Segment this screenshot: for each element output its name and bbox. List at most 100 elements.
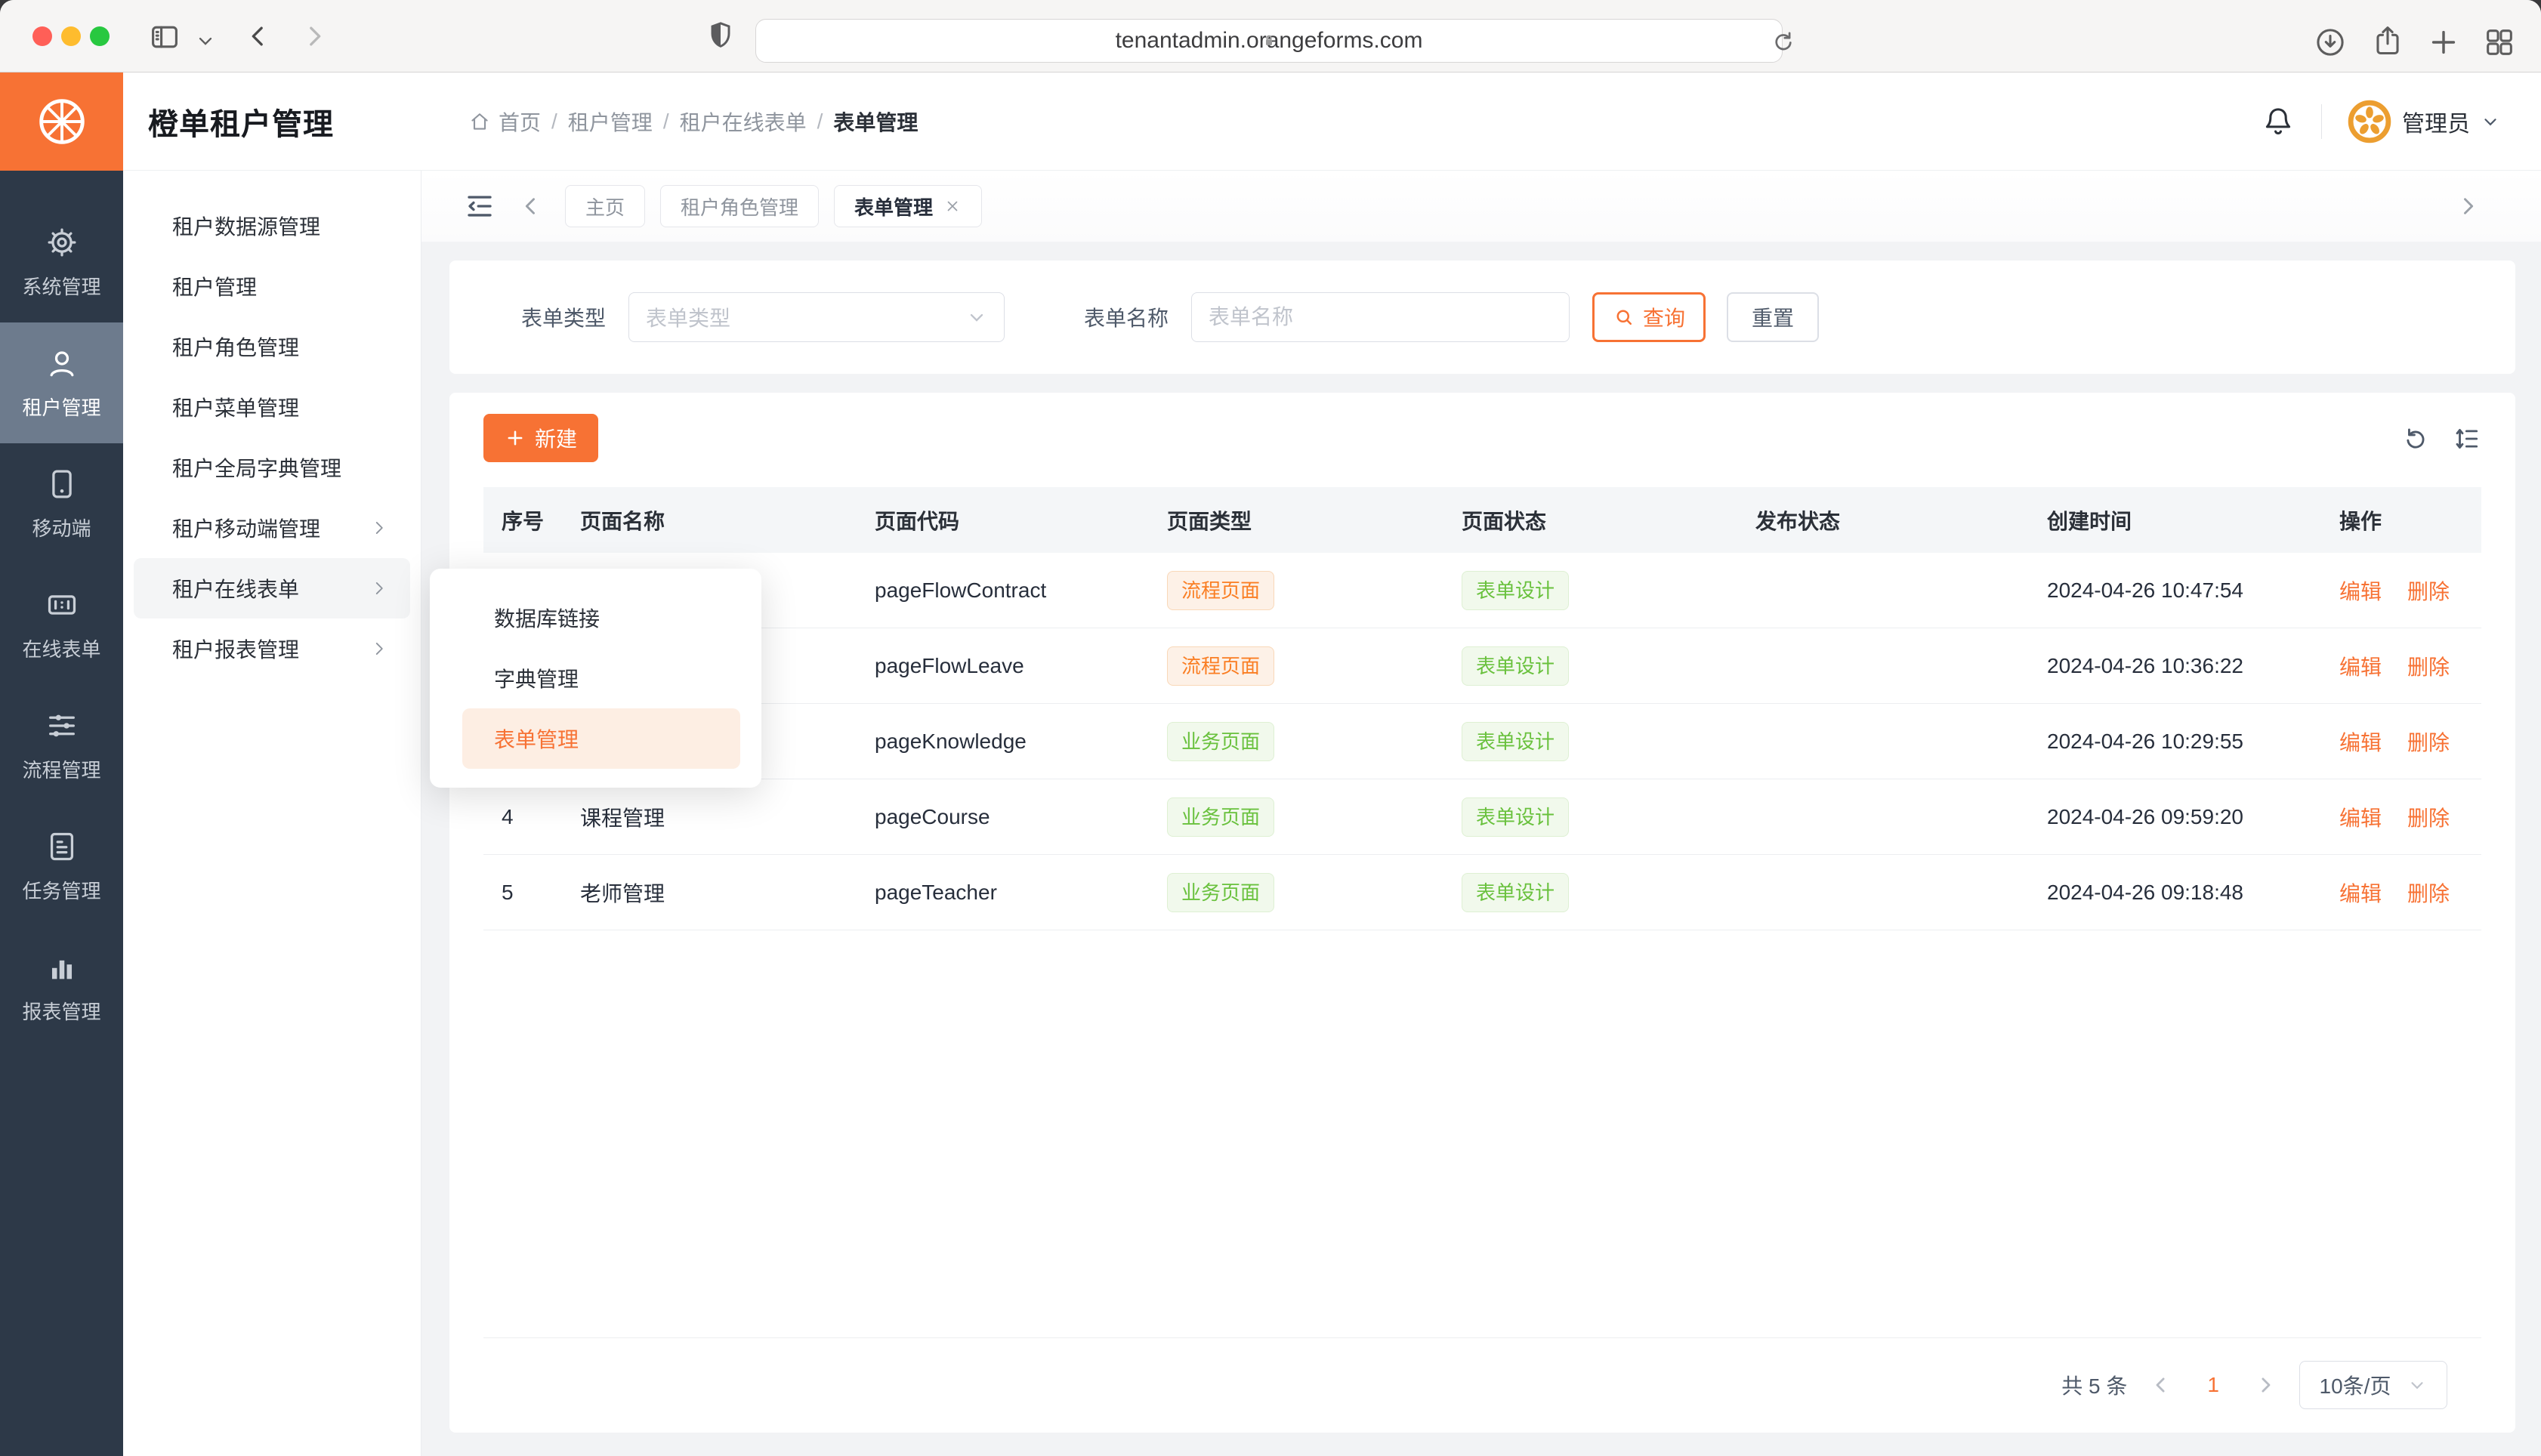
- tab-item[interactable]: 租户角色管理: [660, 185, 820, 227]
- cell-operations: 编辑 删除: [2339, 651, 2481, 681]
- cell-page-name: 老师管理: [580, 881, 665, 905]
- submenu-item[interactable]: 租户菜单管理: [134, 377, 410, 437]
- cell-publish-state: [1755, 730, 2047, 754]
- column-header: 操作: [2339, 509, 2382, 533]
- tab-item[interactable]: 主页: [565, 185, 646, 227]
- page-state-tag: 表单设计: [1462, 797, 1570, 837]
- sidebar-item-label: 报表管理: [22, 1000, 101, 1023]
- breadcrumb-separator: /: [662, 110, 669, 133]
- prev-page-icon[interactable]: [2150, 1374, 2172, 1396]
- breadcrumb-item[interactable]: 表单管理: [833, 111, 919, 134]
- delete-link[interactable]: 删除: [2407, 730, 2450, 754]
- cell-serial: 4: [502, 804, 514, 828]
- address-bar[interactable]: tenantadmin.orangeforms.com: [755, 19, 1792, 63]
- sidebar-item-task[interactable]: 任务管理: [0, 806, 123, 927]
- submenu-item[interactable]: 租户在线表单: [134, 558, 410, 618]
- secondary-sidebar: 租户数据源管理租户管理租户角色管理租户菜单管理 租户全局字典管理 租户移动端管理 租户…: [123, 171, 421, 1456]
- delete-link[interactable]: 删除: [2407, 579, 2450, 603]
- table-panel: 新建 序号 页面名称 页面代码 页面类型 页面状态 发布状态 创建时间 操作 pageFlow…: [449, 393, 2515, 1433]
- next-page-icon[interactable]: [2254, 1374, 2277, 1396]
- cell-page-type: 业务页面: [1167, 721, 1462, 761]
- cell-page-type: 流程页面: [1167, 570, 1462, 610]
- sidebar-item-sliders[interactable]: 流程管理: [0, 685, 123, 806]
- table-row: pageFlowContract 流程页面 表单设计 2024-04-26 10:47…: [483, 553, 2481, 628]
- sidebar-item-chart[interactable]: 报表管理: [0, 927, 123, 1047]
- cell-page-type: 流程页面: [1167, 646, 1462, 686]
- submenu-item-label: 租户角色管理: [172, 336, 300, 359]
- sidebar-item-user[interactable]: 租户管理: [0, 322, 123, 443]
- cell-page-type: 业务页面: [1167, 872, 1462, 912]
- browser-toolbar: tenantadmin.orangeforms.com: [0, 0, 2541, 72]
- user-menu[interactable]: 管理员: [2348, 100, 2500, 143]
- table-row: 5 老师管理 pageTeacher 业务页面 表单设计 2024-04-26 09:18…: [483, 855, 2481, 930]
- app-header: 橙单租户管理 首页 / 租户管理 / 租户在线表单 / 表单管理 管理员: [0, 72, 2541, 171]
- close-tab-icon[interactable]: [943, 197, 962, 215]
- flyout-item[interactable]: 字典管理: [462, 648, 740, 708]
- tab-active[interactable]: 表单管理: [834, 185, 983, 227]
- cell-publish-state: [1755, 654, 2047, 678]
- delete-link[interactable]: 删除: [2407, 655, 2450, 679]
- edit-link[interactable]: 编辑: [2339, 806, 2382, 830]
- task-icon: [45, 829, 79, 864]
- submenu-item[interactable]: 租户全局字典管理: [134, 437, 410, 498]
- submenu-item[interactable]: 租户管理: [134, 256, 410, 316]
- row-density-icon[interactable]: [2453, 424, 2481, 453]
- new-button[interactable]: 新建: [483, 414, 599, 462]
- minimize-window-button[interactable]: [61, 26, 81, 46]
- tabs-scroll-right-icon[interactable]: [2455, 193, 2481, 219]
- submenu-item[interactable]: 租户数据源管理: [134, 196, 410, 256]
- cell-page-state: 表单设计: [1462, 797, 1755, 837]
- lock-icon: [1266, 35, 1272, 45]
- app-logo[interactable]: [0, 72, 123, 171]
- reset-button[interactable]: 重置: [1727, 292, 1820, 342]
- notification-bell-icon[interactable]: [2261, 104, 2296, 139]
- tabs-scroll-left-icon[interactable]: [518, 193, 544, 219]
- close-window-button[interactable]: [32, 26, 52, 46]
- column-header: 页面代码: [875, 509, 960, 533]
- cell-page-state: 表单设计: [1462, 570, 1755, 610]
- submenu-item[interactable]: 租户移动端管理: [134, 498, 410, 558]
- form-type-select[interactable]: 表单类型: [628, 292, 1005, 342]
- chevron-right-icon: [369, 518, 389, 538]
- tab-bar: 主页 租户角色管理 表单管理: [421, 171, 2541, 242]
- cell-serial: 5: [502, 880, 514, 904]
- current-page[interactable]: 1: [2207, 1373, 2219, 1396]
- sidebar-item-gear[interactable]: 系统管理: [0, 202, 123, 322]
- submenu-item-label: 租户管理: [172, 276, 258, 299]
- cell-page-name: 课程管理: [580, 806, 665, 830]
- menu-fold-icon[interactable]: [464, 190, 496, 222]
- delete-link[interactable]: 删除: [2407, 806, 2450, 830]
- search-button[interactable]: 查询: [1592, 292, 1706, 342]
- zoom-window-button[interactable]: [90, 26, 110, 46]
- edit-link[interactable]: 编辑: [2339, 579, 2382, 603]
- cell-operations: 编辑 删除: [2339, 726, 2481, 757]
- submenu-item[interactable]: 租户角色管理: [134, 316, 410, 377]
- breadcrumb-item[interactable]: 租户在线表单: [679, 111, 807, 134]
- cell-page-code: pageTeacher: [875, 880, 997, 904]
- column-header: 创建时间: [2047, 509, 2132, 533]
- edit-link[interactable]: 编辑: [2339, 881, 2382, 905]
- column-header: 页面名称: [580, 509, 665, 533]
- submenu-item[interactable]: 租户报表管理: [134, 618, 410, 679]
- edit-link[interactable]: 编辑: [2339, 730, 2382, 754]
- flyout-item[interactable]: 表单管理: [462, 708, 740, 769]
- sidebar-item-form[interactable]: 在线表单: [0, 564, 123, 685]
- flyout-item[interactable]: 数据库链接: [462, 588, 740, 648]
- form-name-input[interactable]: [1191, 292, 1570, 342]
- cell-created-time: 2024-04-26 10:29:55: [2047, 729, 2243, 753]
- sidebar-item-mobile[interactable]: 移动端: [0, 443, 123, 564]
- cell-page-code: pageFlowLeave: [875, 653, 1024, 677]
- edit-link[interactable]: 编辑: [2339, 655, 2382, 679]
- cell-operations: 编辑 删除: [2339, 575, 2481, 606]
- submenu-flyout: 数据库链接 字典管理 表单管理: [430, 569, 761, 788]
- breadcrumb-item[interactable]: 首页: [468, 106, 541, 137]
- breadcrumb-item[interactable]: 租户管理: [567, 111, 653, 134]
- cell-publish-state: [1755, 578, 2047, 603]
- page-size-select[interactable]: 10条/页: [2299, 1361, 2447, 1409]
- refresh-icon[interactable]: [2401, 424, 2430, 453]
- breadcrumb-separator: /: [551, 110, 557, 133]
- cell-operations: 编辑 删除: [2339, 878, 2481, 908]
- delete-link[interactable]: 删除: [2407, 881, 2450, 905]
- pagination-divider: [483, 1337, 2481, 1338]
